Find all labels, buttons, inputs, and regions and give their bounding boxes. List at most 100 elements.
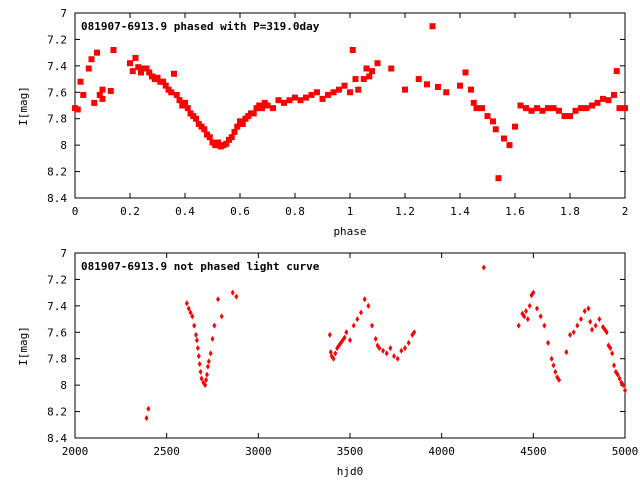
data-point-unphased — [216, 296, 220, 303]
data-point-phased — [589, 102, 595, 109]
x-tick-label-unphased: 2000 — [62, 445, 89, 458]
data-point-phased — [94, 49, 100, 56]
data-point-phased — [215, 139, 221, 146]
data-point-phased — [347, 89, 353, 96]
data-point-unphased — [403, 345, 407, 352]
data-point-phased — [176, 97, 183, 104]
data-point-unphased — [610, 350, 615, 357]
data-point-unphased — [195, 345, 200, 352]
x-axis-label-phased: phase — [333, 225, 366, 238]
data-point-phased — [435, 84, 441, 90]
data-point-unphased — [582, 308, 587, 315]
data-point-unphased — [366, 302, 371, 309]
y-tick-label-phased: 7.2 — [47, 33, 67, 46]
data-point-phased — [173, 91, 180, 98]
data-point-phased — [154, 74, 161, 81]
data-point-phased — [366, 73, 373, 80]
data-point-phased — [369, 68, 375, 75]
data-point-phased — [91, 99, 98, 106]
data-point-phased — [74, 106, 81, 113]
data-point-unphased — [546, 339, 550, 346]
data-point-phased — [470, 99, 477, 106]
data-point-phased — [490, 118, 496, 125]
data-point-unphased — [525, 316, 530, 323]
y-tick-label-unphased: 7.8 — [47, 353, 67, 366]
data-point-unphased — [370, 322, 374, 329]
data-point-unphased — [568, 331, 572, 338]
data-point-phased — [228, 134, 235, 141]
data-point-unphased — [192, 322, 197, 329]
data-point-unphased — [342, 334, 347, 341]
data-point-unphased — [204, 376, 209, 383]
y-tick-label-phased: 7.6 — [47, 86, 67, 99]
data-point-unphased — [198, 368, 203, 375]
x-axis-phased: 0 0.2 0.4 0.6 0.8 1 1.2 1.4 1.6 1.8 2 — [72, 13, 628, 218]
data-point-phased — [110, 47, 117, 53]
data-point-phased — [341, 82, 348, 89]
data-point-phased — [127, 60, 133, 67]
data-point-unphased — [621, 382, 626, 389]
data-point-phased — [473, 105, 480, 112]
data-point-unphased — [210, 335, 215, 342]
data-point-phased — [264, 102, 271, 109]
data-point-phased — [96, 91, 103, 98]
data-point-phased — [613, 68, 620, 75]
data-point-unphased — [205, 371, 209, 378]
data-point-unphased — [333, 350, 338, 357]
y-tick-label-phased: 8 — [60, 139, 67, 152]
x-tick-label-phased: 0.8 — [285, 205, 305, 218]
chart-unphased: 2000 2500 3000 3500 4000 4500 5000 77.27.47.67… — [17, 247, 638, 478]
x-tick-label-unphased: 3000 — [245, 445, 272, 458]
data-point-phased — [479, 105, 485, 112]
data-point-phased — [201, 126, 208, 133]
data-point-unphased — [412, 329, 417, 336]
data-point-unphased — [351, 322, 356, 329]
data-point-unphased — [604, 329, 609, 336]
data-point-phased — [583, 105, 590, 112]
data-point-phased — [303, 94, 309, 101]
x-tick-label-phased: 0.4 — [175, 205, 195, 218]
data-point-unphased — [373, 335, 378, 342]
data-point-phased — [512, 123, 518, 130]
data-point-unphased — [542, 322, 547, 329]
data-point-phased — [182, 99, 188, 106]
data-point-phased — [561, 113, 568, 120]
data-point-phased — [600, 95, 606, 102]
data-point-phased — [415, 76, 422, 83]
x-tick-label-phased: 0 — [72, 205, 79, 218]
data-point-unphased — [617, 375, 622, 382]
data-point-phased — [85, 65, 92, 72]
data-point-phased — [556, 107, 562, 114]
data-point-phased — [443, 89, 450, 96]
y-axis-label-unphased: I[mag] — [17, 326, 30, 366]
chart-title-phased: 081907-6913.9 phased with P=319.0day — [81, 20, 320, 33]
y-tick-label-unphased: 7 — [60, 247, 67, 260]
data-point-unphased — [203, 382, 208, 389]
data-point-phased — [129, 68, 136, 75]
data-point-phased — [319, 95, 326, 102]
data-point-phased — [462, 69, 469, 76]
data-point-phased — [99, 95, 106, 102]
data-point-phased — [314, 89, 320, 96]
data-point-phased — [622, 105, 628, 112]
data-point-phased — [355, 86, 362, 93]
data-point-phased — [168, 89, 175, 96]
data-point-phased — [259, 105, 265, 112]
x-axis-unphased: 2000 2500 3000 3500 4000 4500 5000 — [62, 253, 638, 458]
data-point-unphased — [377, 345, 382, 352]
y-tick-label-unphased: 8.2 — [47, 406, 67, 419]
data-point-phased — [99, 86, 106, 93]
data-point-phased — [171, 70, 177, 77]
data-point-phased — [107, 87, 114, 94]
data-point-phased — [132, 54, 139, 61]
data-point-unphased — [206, 358, 211, 365]
data-point-phased — [270, 105, 276, 112]
data-point-unphased — [388, 345, 393, 352]
data-point-phased — [349, 47, 356, 53]
data-point-unphased — [623, 387, 627, 394]
x-tick-label-unphased: 4500 — [520, 445, 547, 458]
data-point-phased — [429, 23, 436, 30]
data-point-phased — [539, 107, 546, 114]
